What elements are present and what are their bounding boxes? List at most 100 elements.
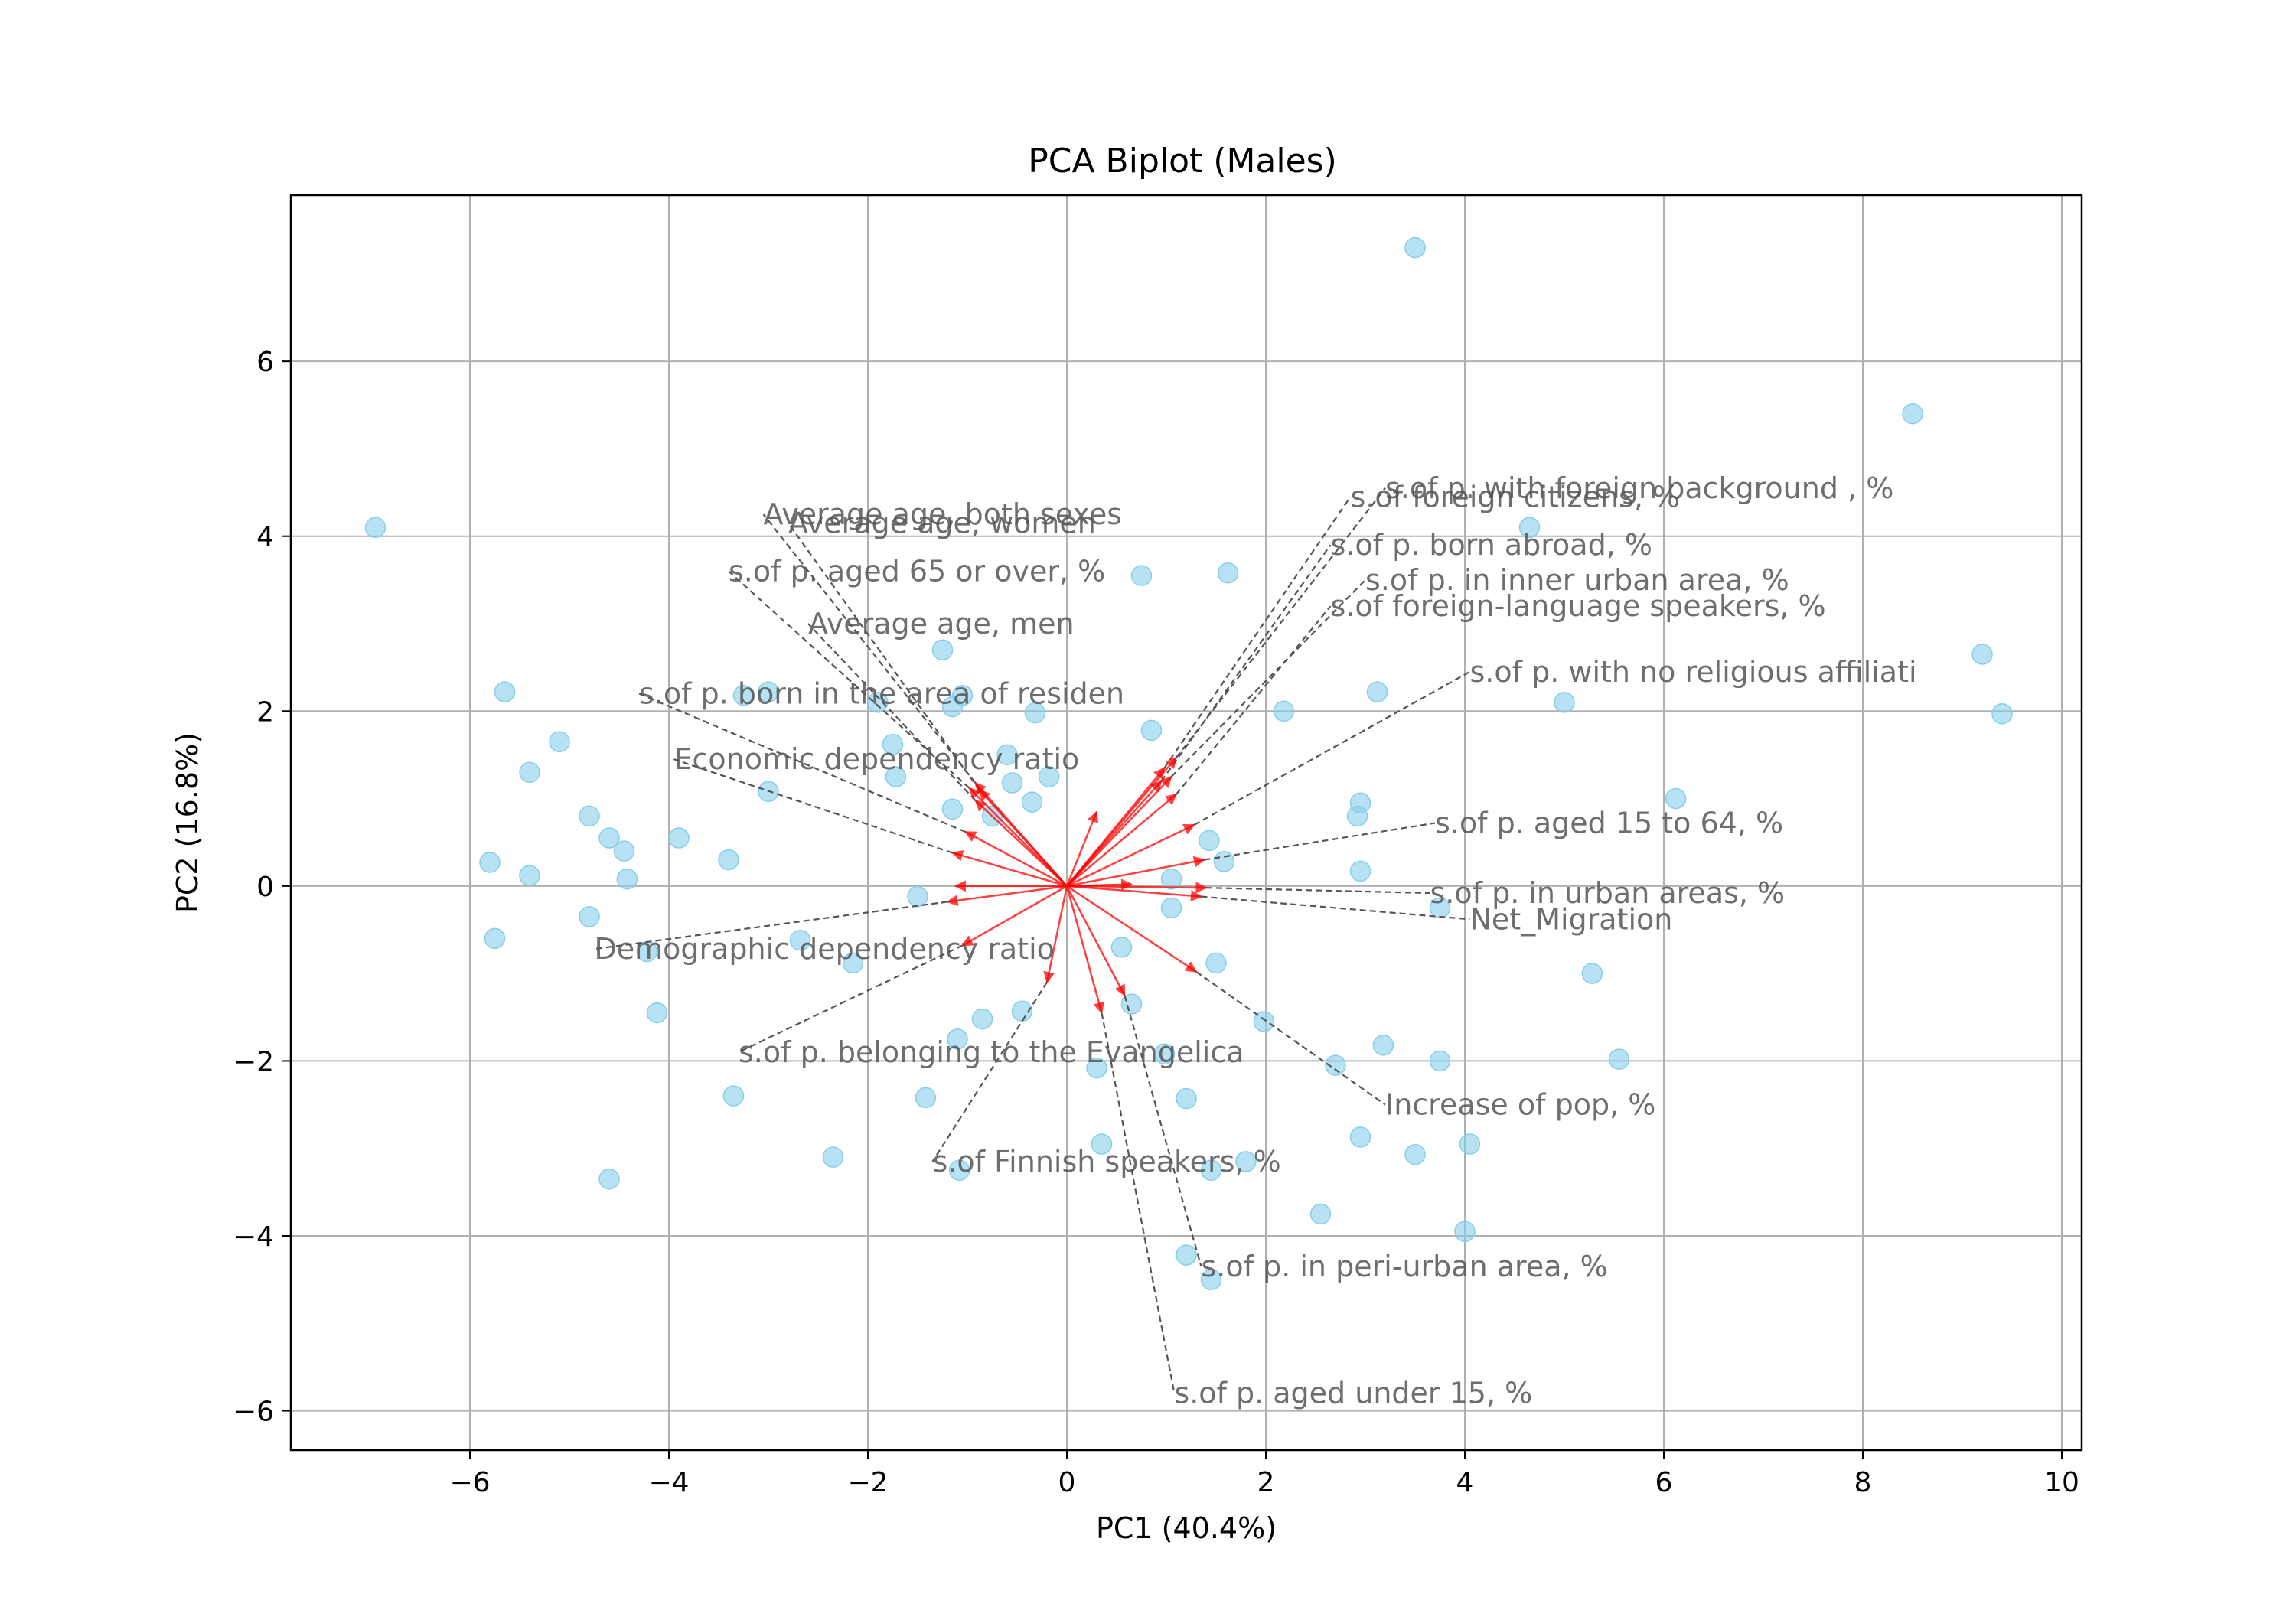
data-point — [616, 868, 638, 890]
grid-lines — [291, 195, 2082, 1450]
loading-arrow — [1066, 775, 1172, 887]
loading-arrow — [1066, 878, 1133, 891]
data-point — [948, 1159, 970, 1182]
data-point — [549, 731, 570, 753]
data-point — [1404, 236, 1426, 259]
data-point — [758, 681, 779, 702]
data-point — [519, 761, 540, 784]
data-point — [646, 1002, 668, 1024]
data-point — [579, 906, 600, 927]
x-tick-label: 0 — [1058, 1467, 1076, 1498]
data-point — [613, 840, 635, 862]
data-point — [1971, 644, 1993, 665]
loading-label: s.of p. with foreign background , % — [1385, 471, 1893, 505]
data-point — [1429, 1050, 1451, 1072]
loading-label: s.of p. in peri-urban area, % — [1202, 1250, 1608, 1283]
loading-connector — [1170, 579, 1366, 777]
data-point — [598, 1168, 620, 1190]
loading-label-connectors — [594, 487, 1471, 1393]
loading-connector — [673, 758, 953, 854]
loading-label: s.of p. born abroad, % — [1331, 528, 1652, 562]
loading-arrow — [974, 781, 1068, 887]
loading-label: s.of p. in urban areas, % — [1430, 876, 1786, 910]
loading-arrow — [1065, 885, 1105, 1015]
data-point — [1217, 562, 1239, 584]
chart-title: PCA Biplot (Males) — [1028, 142, 1337, 181]
loading-connector — [1195, 970, 1386, 1106]
data-point — [479, 852, 501, 873]
data-point — [1011, 1000, 1033, 1022]
data-point — [947, 1028, 968, 1050]
data-point — [1021, 791, 1043, 813]
data-point — [1366, 681, 1388, 702]
loading-connector — [1101, 1012, 1176, 1393]
loading-connector — [1124, 995, 1202, 1267]
data-point — [1902, 403, 1923, 425]
data-point — [1518, 517, 1541, 539]
data-point — [1608, 1048, 1630, 1070]
data-point — [822, 1146, 844, 1168]
data-point — [1273, 700, 1295, 722]
data-point — [941, 798, 964, 820]
data-point — [1991, 702, 2013, 725]
loading-label: Net_Migration — [1470, 902, 1673, 936]
loading-connector — [807, 623, 977, 801]
loading-labels: s.of p. with foreign background , %s.of … — [595, 471, 1917, 1410]
y-tick-label: −2 — [233, 1046, 274, 1077]
y-tick-label: 0 — [256, 872, 274, 903]
data-point — [1140, 719, 1163, 742]
loading-label: s.of p. belonging to the Evangelica — [739, 1035, 1244, 1069]
loading-arrow — [1066, 885, 1202, 901]
loading-arrow — [1066, 793, 1178, 887]
loading-connector — [1205, 887, 1430, 895]
loading-label: Average age, women — [788, 507, 1096, 540]
data-point — [867, 692, 889, 713]
loading-connector — [1176, 605, 1332, 795]
y-tick-label: 2 — [256, 696, 274, 728]
scatter-points — [364, 236, 2013, 1290]
loading-connector — [738, 944, 963, 1053]
data-point — [1001, 772, 1023, 794]
loading-arrow — [1066, 856, 1205, 888]
loading-label: Average age, men — [808, 607, 1075, 641]
loading-arrow — [1065, 885, 1126, 997]
data-point — [718, 849, 739, 871]
x-axis-ticks: −6 −4 −2 0 2 4 6 8 10 — [449, 1450, 2079, 1498]
loading-connector — [1201, 895, 1470, 921]
data-point — [1372, 1035, 1394, 1056]
data-point — [1091, 1133, 1113, 1155]
loading-label: s.of p. with no religious affiliati — [1470, 655, 1917, 689]
loading-label: Increase of pop, % — [1385, 1088, 1655, 1122]
loading-label: Demographic dependency ratio — [595, 932, 1055, 966]
data-point — [1459, 1133, 1481, 1155]
loading-label: s.of p. aged under 15, % — [1174, 1377, 1532, 1410]
data-point — [789, 929, 811, 951]
data-point — [494, 681, 516, 702]
data-point — [598, 827, 620, 849]
data-point — [1581, 963, 1603, 984]
loading-arrow — [964, 830, 1068, 887]
loading-connector — [1193, 670, 1471, 826]
loading-label: s.of foreign citizens, % — [1351, 480, 1681, 513]
loading-arrow — [1066, 767, 1166, 887]
x-tick-label: 6 — [1655, 1467, 1673, 1498]
data-point — [842, 952, 864, 974]
data-point — [1038, 766, 1060, 787]
data-point — [732, 684, 755, 706]
data-point — [1130, 565, 1153, 586]
data-point — [364, 517, 386, 539]
loading-connector — [1163, 496, 1352, 769]
data-point — [1205, 952, 1227, 974]
data-point — [931, 639, 954, 661]
data-point — [1110, 937, 1133, 958]
x-tick-label: 4 — [1456, 1467, 1474, 1498]
loading-label: s.of p. born in the area of residen — [639, 676, 1124, 710]
data-point — [1176, 1244, 1197, 1266]
data-point — [1554, 692, 1575, 713]
x-tick-label: −2 — [847, 1467, 888, 1498]
x-tick-label: −4 — [648, 1467, 689, 1498]
loading-arrows — [946, 756, 1208, 1015]
data-point — [1325, 1054, 1346, 1076]
data-point — [1454, 1221, 1476, 1243]
